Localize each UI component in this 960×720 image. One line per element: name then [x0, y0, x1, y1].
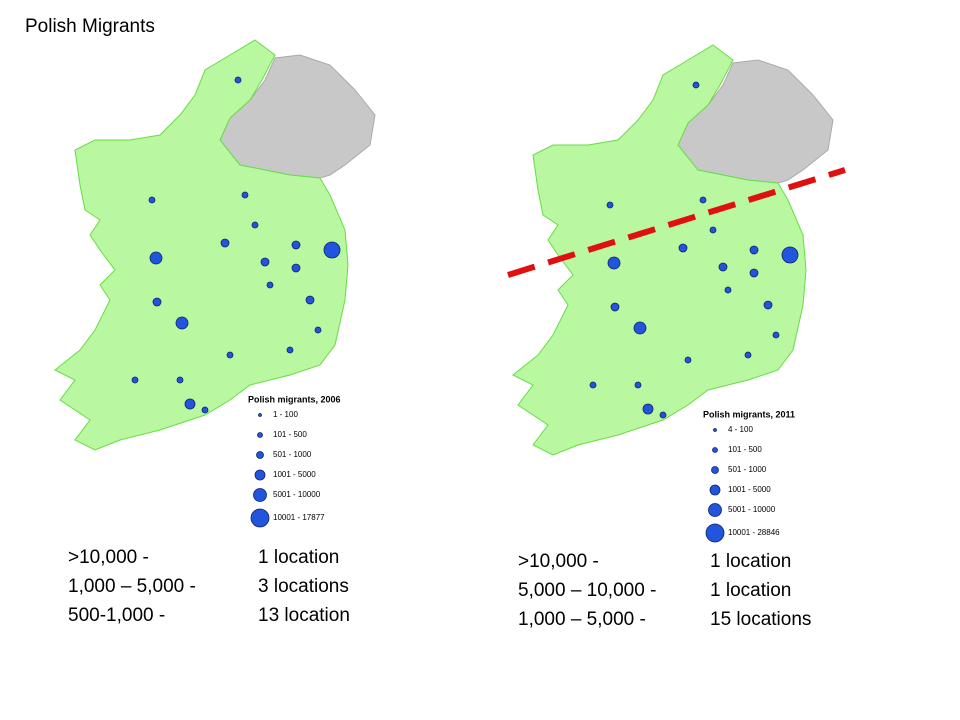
legend-box — [245, 390, 365, 525]
summary-count: 1 location — [710, 551, 791, 572]
legend-label: 1001 - 5000 — [273, 470, 316, 479]
legend-label: 5001 - 10000 — [273, 490, 321, 499]
summary-count: 3 locations — [258, 576, 349, 597]
legend-label: 1001 - 5000 — [728, 485, 771, 494]
summary-range: 1,000 – 5,000 - — [68, 576, 196, 597]
legend-label: 501 - 1000 — [273, 450, 312, 459]
legend-symbol — [711, 466, 719, 474]
legend-label: 10001 - 28846 — [728, 528, 780, 537]
legend-title: Polish migrants, 2006 — [248, 394, 341, 404]
legend-title: Polish migrants, 2011 — [703, 409, 795, 419]
legend-symbol — [250, 508, 270, 528]
legend-symbol — [254, 469, 266, 481]
summary-range: >10,000 - — [518, 551, 599, 572]
legend-label: 1 - 100 — [273, 410, 298, 419]
legend-symbol — [712, 447, 718, 453]
legend-symbol — [713, 428, 717, 432]
summary-range: 5,000 – 10,000 - — [518, 580, 656, 601]
legend-label: 4 - 100 — [728, 425, 753, 434]
summary-count: 13 location — [258, 605, 350, 626]
legend-symbol — [708, 503, 722, 517]
legend-box — [700, 405, 820, 540]
summary-range: 1,000 – 5,000 - — [518, 609, 646, 630]
legend-symbol — [705, 523, 725, 543]
summary-count: 1 location — [258, 547, 339, 568]
summary-range: 500-1,000 - — [68, 605, 165, 626]
legend-symbol — [709, 484, 721, 496]
legend-symbol — [256, 451, 264, 459]
legend-label: 501 - 1000 — [728, 465, 767, 474]
summary-count: 1 location — [710, 580, 791, 601]
legend-symbol — [258, 413, 262, 417]
legend-symbol — [253, 488, 267, 502]
legend-label: 5001 - 10000 — [728, 505, 776, 514]
legend-label: 101 - 500 — [728, 445, 762, 454]
summary-range: >10,000 - — [68, 547, 149, 568]
legend-label: 10001 - 17877 — [273, 513, 325, 522]
summary-count: 15 locations — [710, 609, 811, 630]
legend-symbol — [257, 432, 263, 438]
map-2006 — [54, 39, 376, 451]
map-2011 — [512, 44, 834, 456]
legend-label: 101 - 500 — [273, 430, 307, 439]
divide-line — [507, 167, 846, 278]
title: Polish Migrants — [25, 16, 155, 37]
